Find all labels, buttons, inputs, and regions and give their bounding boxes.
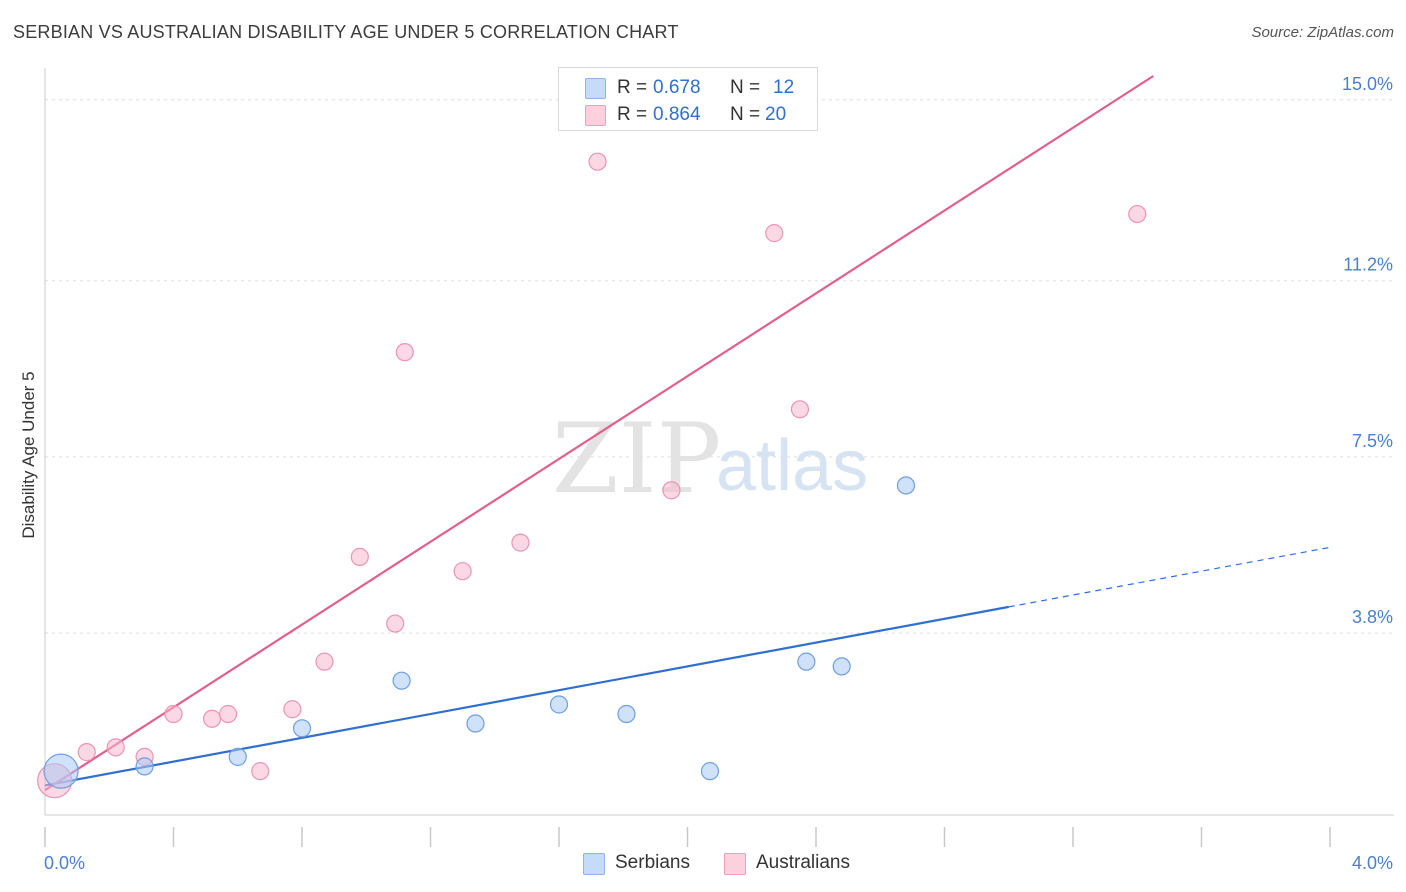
australians-point <box>386 614 405 633</box>
legend-r-label: R = <box>617 104 648 125</box>
australians-point <box>395 343 414 362</box>
grid-layer <box>45 99 1394 634</box>
serbians-point <box>617 704 636 724</box>
watermark-zip: ZIP <box>552 403 721 515</box>
stats-legend: R = 0.678 N = 12 R = 0.864 N = 20 <box>558 67 818 131</box>
serbians-trend-extension <box>1008 546 1331 608</box>
australians-point <box>219 704 238 724</box>
legend-n-value: 12 <box>773 77 795 98</box>
australians-point <box>765 224 784 243</box>
y-tick-label: 15.0% <box>1342 74 1393 94</box>
australians-point <box>251 762 270 781</box>
australians-point <box>662 481 681 500</box>
australians-point <box>1128 204 1147 224</box>
legend-swatch-australians <box>585 105 606 126</box>
serbians-swatch <box>583 853 605 875</box>
australians-point <box>315 652 334 671</box>
australians-point <box>283 700 302 719</box>
serbians-point <box>135 757 154 776</box>
legend-r-value: 0.678 <box>653 77 701 98</box>
serbians-point <box>549 695 569 714</box>
axis-layer: 3.8% 7.5% 11.2% 15.0% 0.0% 4.0% <box>44 68 1394 873</box>
australians-point <box>202 709 222 728</box>
y-tick-label: 3.8% <box>1352 607 1393 627</box>
serbians-point <box>292 719 312 738</box>
australians-point <box>164 704 183 724</box>
legend-swatch-serbians <box>585 78 606 99</box>
watermark: ZIP atlas <box>552 403 868 515</box>
x-tick-label-min: 0.0% <box>44 853 85 873</box>
australians-trend-line <box>44 75 1154 792</box>
serbians-point <box>700 762 720 781</box>
y-tick-label: 7.5% <box>1352 431 1393 451</box>
serbians-point <box>896 476 916 495</box>
serbians-point <box>797 652 816 671</box>
y-tick-label: 11.2% <box>1343 255 1393 275</box>
source-label: Source: ZipAtlas.com <box>1251 24 1394 41</box>
australians-point <box>106 738 125 757</box>
watermark-atlas: atlas <box>716 426 868 506</box>
legend-r-value: 0.864 <box>653 104 701 125</box>
point-layer <box>37 152 1147 799</box>
legend-r-label: R = <box>617 77 648 98</box>
australians-swatch <box>724 853 746 875</box>
australians-point <box>588 152 607 171</box>
serbians-point <box>392 671 411 690</box>
legend-n-label: N = <box>730 104 761 125</box>
x-tick-label-max: 4.0% <box>1352 853 1393 873</box>
australians-label: Australians <box>756 852 850 873</box>
australians-point <box>511 533 530 552</box>
y-axis-title: Disability Age Under 5 <box>19 371 38 538</box>
serbians-trend-line <box>44 605 1009 787</box>
australians-point <box>790 400 810 419</box>
chart-title: SERBIAN VS AUSTRALIAN DISABILITY AGE UND… <box>13 22 679 42</box>
australians-point <box>77 743 96 762</box>
serbians-point <box>832 657 851 676</box>
serbians-point <box>228 747 247 766</box>
legend-n-value: 20 <box>765 104 787 125</box>
australians-point <box>350 547 369 566</box>
australians-point <box>453 562 472 581</box>
serbians-point <box>43 753 79 789</box>
serbians-point <box>466 714 485 733</box>
trend-layer <box>44 75 1331 792</box>
legend-n-label: N = <box>730 77 761 98</box>
serbians-label: Serbians <box>615 852 690 873</box>
